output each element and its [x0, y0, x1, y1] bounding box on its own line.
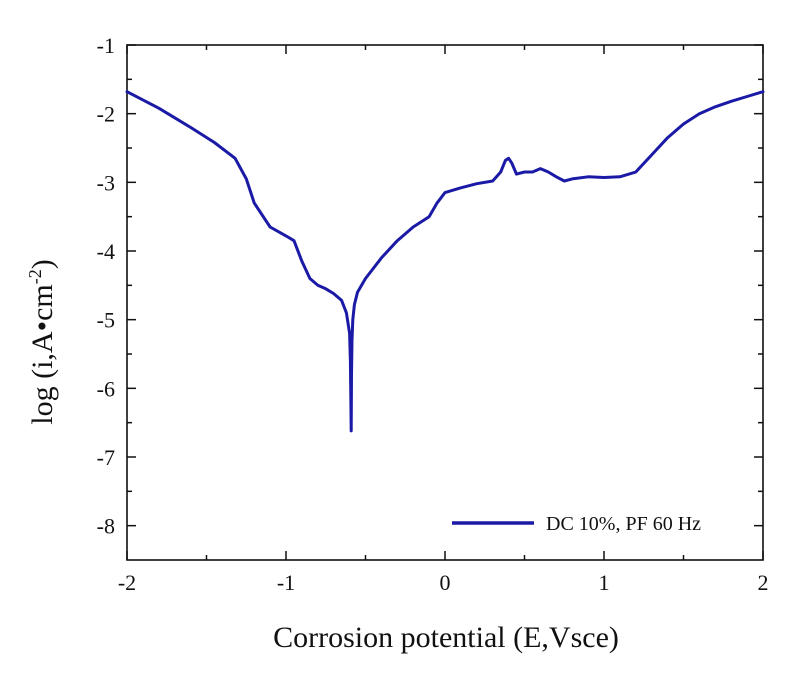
- plot-area: -2 -1 0 1 2 -8 -7 -6 -5 -4 -3 -2 -1: [97, 33, 769, 595]
- y-axis-title-end: ): [26, 259, 59, 269]
- axis-ticks: [126, 44, 764, 560]
- axis-tick-labels: -2 -1 0 1 2 -8 -7 -6 -5 -4 -3 -2 -1: [97, 33, 769, 595]
- y-tick-label: -6: [97, 376, 115, 401]
- y-tick-label: -7: [97, 445, 115, 470]
- y-tick-label: -4: [97, 239, 115, 264]
- x-tick-label: -1: [277, 570, 295, 595]
- y-axis-title-superscript: -2: [25, 269, 45, 284]
- x-tick-label: 2: [758, 570, 769, 595]
- legend-label: DC 10%, PF 60 Hz: [546, 513, 701, 535]
- y-tick-label: -1: [97, 33, 115, 58]
- series-layer: [125, 90, 765, 433]
- x-tick-label: 1: [599, 570, 610, 595]
- series-line-0: [125, 90, 765, 433]
- legend: DC 10%, PF 60 Hz: [452, 513, 701, 535]
- y-axis-title: log (i,A•cm-2): [25, 259, 59, 424]
- y-tick-label: -3: [97, 170, 115, 195]
- x-axis-title: Corrosion potential (E,Vsce): [273, 621, 619, 654]
- y-axis-title-main: log (i,A•cm: [26, 284, 59, 424]
- x-tick-label: 0: [440, 570, 451, 595]
- y-tick-label: -2: [97, 102, 115, 127]
- y-tick-label: -8: [97, 514, 115, 539]
- y-tick-label: -5: [97, 308, 115, 333]
- x-tick-label: -2: [118, 570, 136, 595]
